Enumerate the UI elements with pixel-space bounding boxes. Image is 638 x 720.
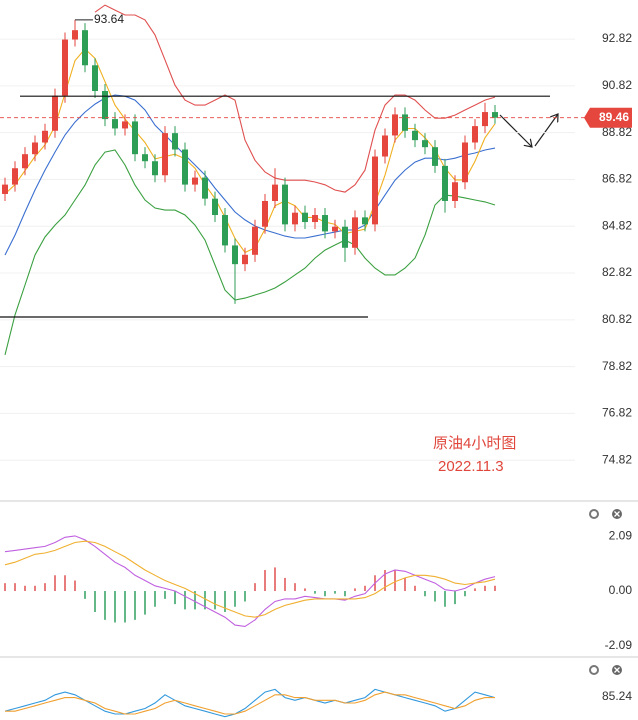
- candle-body: [2, 184, 8, 194]
- y-tick-label: 78.82: [602, 359, 632, 373]
- candle-body: [232, 245, 238, 265]
- candle-body: [42, 130, 48, 143]
- annotation: 2022.11.3: [438, 458, 504, 475]
- candle-body: [402, 114, 408, 131]
- candle-body: [62, 39, 68, 96]
- forecast-arrow: [534, 114, 558, 147]
- candle-body: [282, 184, 288, 225]
- y-tick-label: 84.82: [602, 218, 632, 232]
- y-tick-label: 74.82: [602, 452, 632, 466]
- candle-body: [252, 226, 258, 255]
- candle-body: [82, 30, 88, 66]
- candle-body: [342, 226, 348, 248]
- candle-body: [222, 215, 228, 246]
- indicator-line: [5, 691, 495, 715]
- candle-body: [272, 184, 278, 201]
- candle-body: [52, 95, 58, 131]
- candle-body: [442, 165, 448, 201]
- candle-body: [132, 121, 138, 155]
- candle-body: [352, 217, 358, 248]
- settings-icon[interactable]: [589, 665, 599, 675]
- candle-body: [422, 140, 428, 148]
- indicator-line: [4, 535, 496, 627]
- candle-body: [432, 147, 438, 166]
- y-tick-label: 80.82: [602, 312, 632, 326]
- candle-body: [202, 177, 208, 199]
- candle-body: [182, 149, 188, 185]
- candle-body: [492, 112, 498, 118]
- annotation: 原油4小时图: [433, 435, 516, 452]
- indicator-line: [4, 149, 496, 356]
- candle-body: [262, 200, 268, 227]
- candle-body: [172, 133, 178, 150]
- candle-body: [472, 126, 478, 143]
- candle-body: [92, 65, 98, 92]
- y-tick-label: 0.00: [609, 583, 633, 597]
- y-tick-label: 82.82: [602, 265, 632, 279]
- y-tick-label: 86.82: [602, 172, 632, 186]
- forecast-arrow: [499, 114, 532, 147]
- candle-body: [72, 30, 78, 40]
- indicator-line: [4, 688, 496, 718]
- candle-body: [242, 254, 248, 265]
- candle-body: [322, 215, 328, 232]
- panel: [0, 4, 575, 461]
- close-icon[interactable]: [612, 665, 622, 675]
- max-marker-label: 93.64: [94, 12, 124, 26]
- close-icon[interactable]: [612, 509, 622, 519]
- y-tick-label: 92.82: [602, 31, 632, 45]
- candle-body: [362, 217, 368, 225]
- candle-body: [142, 154, 148, 162]
- candle-body: [382, 135, 388, 157]
- candle-body: [412, 130, 418, 141]
- candle-body: [212, 198, 218, 216]
- candle-body: [122, 121, 128, 129]
- candle-body: [162, 133, 168, 176]
- y-tick-label: 2.09: [609, 528, 633, 542]
- candle-body: [22, 154, 28, 169]
- candle-body: [292, 212, 298, 225]
- candle-body: [312, 215, 318, 223]
- candle-body: [332, 226, 338, 232]
- y-tick-label: -2.09: [605, 638, 633, 652]
- candle-body: [32, 142, 38, 155]
- y-tick-label: 88.82: [602, 125, 632, 139]
- indicator-line: [4, 540, 496, 618]
- indicator-line: [94, 4, 496, 193]
- y-tick-label: 85.24: [602, 689, 632, 703]
- candle-body: [452, 182, 458, 201]
- price-tag: [584, 107, 632, 128]
- panel: [4, 535, 496, 627]
- candle-body: [152, 161, 158, 176]
- candle-body: [112, 119, 118, 129]
- indicator-line: [4, 94, 496, 256]
- candle-body: [372, 156, 378, 225]
- y-tick-label: 76.82: [602, 406, 632, 420]
- candle-body: [102, 91, 108, 120]
- price-label: 89.46: [599, 110, 629, 124]
- panel: [4, 688, 496, 718]
- candle-body: [482, 112, 488, 127]
- candle-body: [302, 212, 308, 223]
- y-tick-label: 90.82: [602, 78, 632, 92]
- settings-icon[interactable]: [589, 509, 599, 519]
- candle-body: [192, 177, 198, 185]
- candle-body: [392, 114, 398, 136]
- candle-body: [12, 168, 18, 185]
- candle-body: [462, 142, 468, 183]
